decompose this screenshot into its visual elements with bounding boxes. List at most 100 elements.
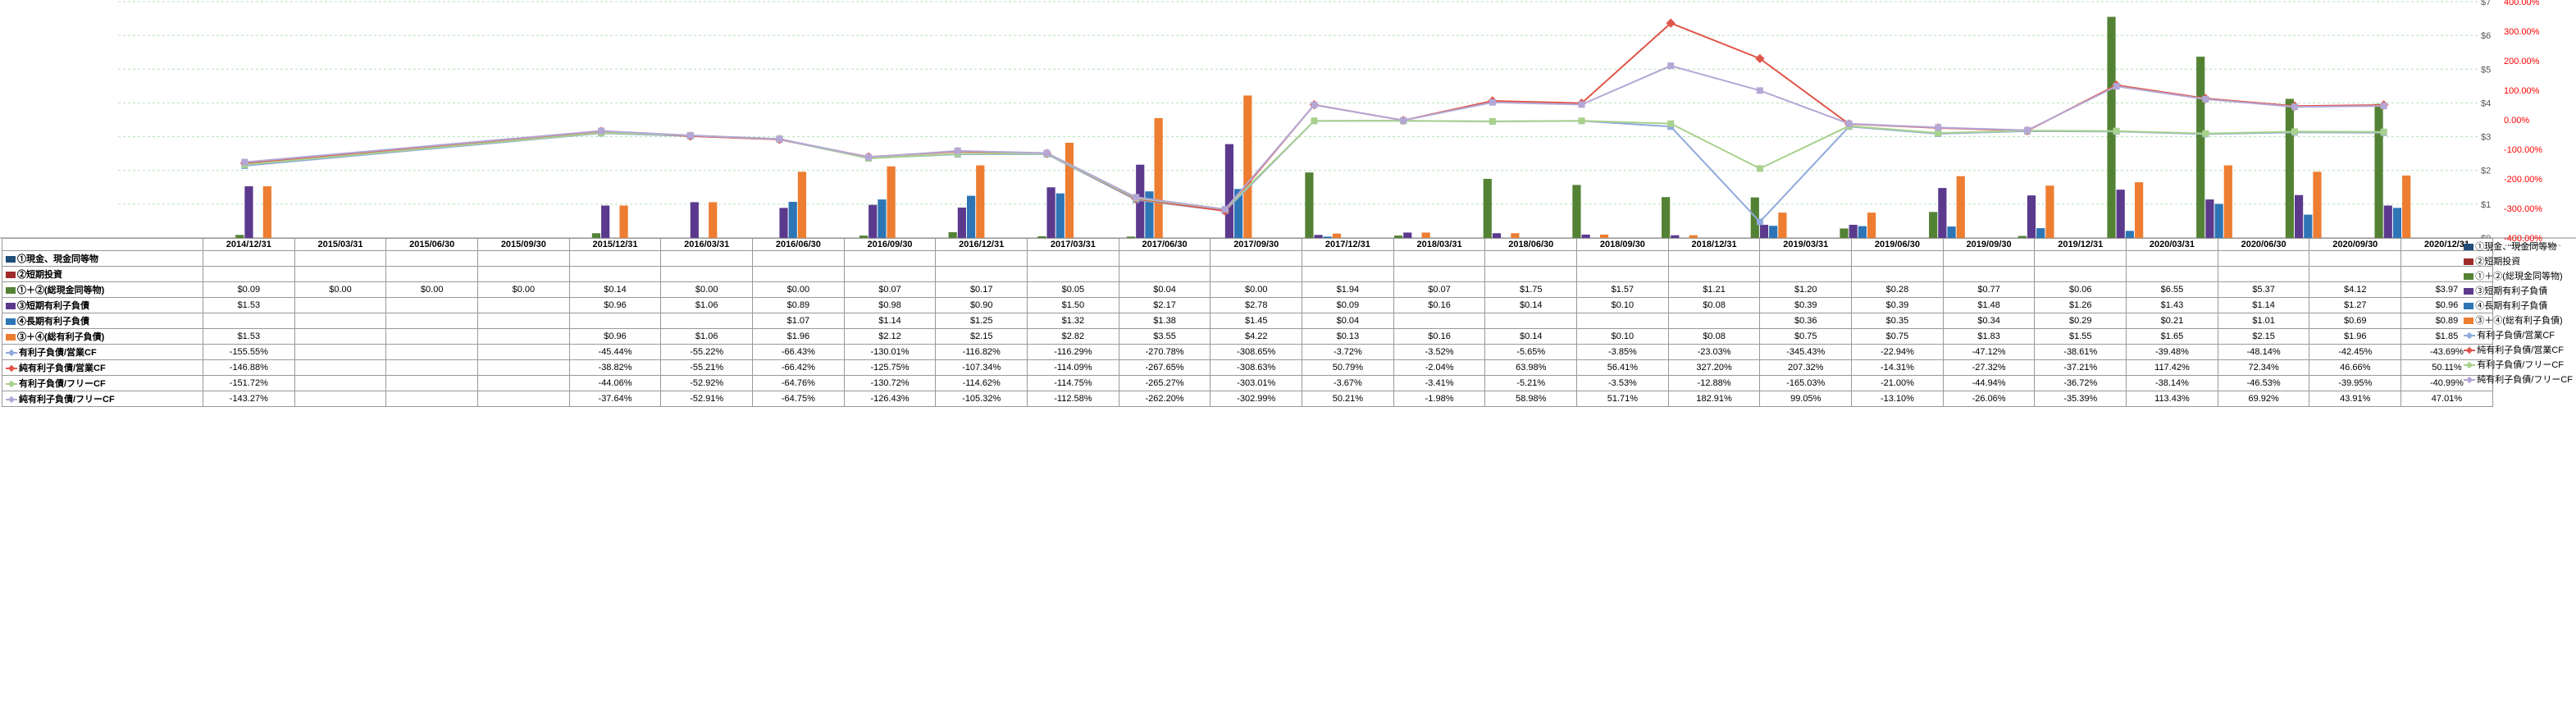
data-cell: $2.17 (1119, 298, 1210, 313)
period-header: 2015/03/31 (294, 239, 386, 251)
data-cell: $1.27 (2309, 298, 2401, 313)
data-cell: -21.00% (1852, 376, 1944, 391)
data-cell: -107.34% (936, 360, 1028, 376)
data-cell: $5.37 (2218, 282, 2309, 298)
data-cell: $0.04 (1119, 282, 1210, 298)
data-cell (386, 298, 478, 313)
data-cell: $0.10 (1577, 298, 1669, 313)
data-cell (1393, 251, 1485, 267)
data-cell: $1.96 (2309, 329, 2401, 345)
data-cell: -52.91% (661, 391, 753, 407)
data-cell: 117.42% (2127, 360, 2218, 376)
data-cell: -35.39% (2035, 391, 2127, 407)
svg-text:-100.00%: -100.00% (2504, 145, 2542, 155)
period-header: 2017/03/31 (1028, 239, 1119, 251)
legend-item: ③短期有利子負債 (2464, 284, 2573, 297)
data-cell: -12.88% (1668, 376, 1760, 391)
data-cell: $1.06 (661, 329, 753, 345)
data-cell: $0.39 (1852, 298, 1944, 313)
data-cell: $2.12 (844, 329, 936, 345)
data-cell: -36.72% (2035, 376, 2127, 391)
svg-text:-200.00%: -200.00% (2504, 175, 2542, 185)
series-label: ①＋②(総現金同等物) (2, 282, 203, 298)
period-header: 2019/03/31 (1760, 239, 1852, 251)
data-cell: -126.43% (844, 391, 936, 407)
data-cell: -1.98% (1393, 391, 1485, 407)
data-cell: 43.91% (2309, 391, 2401, 407)
data-cell: -5.65% (1485, 345, 1577, 360)
data-cell: -3.41% (1393, 376, 1485, 391)
period-header: 2020/06/30 (2218, 239, 2309, 251)
data-cell (1485, 251, 1577, 267)
data-cell: $1.07 (753, 313, 845, 329)
data-cell: -114.75% (1028, 376, 1119, 391)
data-cell: $2.15 (936, 329, 1028, 345)
data-cell (1943, 251, 2035, 267)
data-cell: -2.04% (1393, 360, 1485, 376)
data-cell (936, 251, 1028, 267)
period-header: 2016/12/31 (936, 239, 1028, 251)
data-cell: $0.00 (1210, 282, 1302, 298)
data-cell (753, 267, 845, 282)
svg-text:300.00%: 300.00% (2504, 27, 2540, 37)
data-cell: $0.21 (2127, 313, 2218, 329)
data-cell: $4.12 (2309, 282, 2401, 298)
data-cell (386, 251, 478, 267)
legend-item: 有利子負債/フリーCF (2464, 358, 2573, 371)
data-cell: -130.01% (844, 345, 936, 360)
data-cell: -38.14% (2127, 376, 2218, 391)
period-header: 2015/09/30 (478, 239, 570, 251)
period-header: 2018/06/30 (1485, 239, 1577, 251)
data-cell: -3.72% (1302, 345, 1394, 360)
data-cell: $0.00 (661, 282, 753, 298)
data-cell: -66.42% (753, 360, 845, 376)
data-cell: $0.06 (2035, 282, 2127, 298)
data-cell (386, 267, 478, 282)
data-cell: -47.12% (1943, 345, 2035, 360)
data-cell: $1.57 (1577, 282, 1669, 298)
data-cell: -143.27% (203, 391, 295, 407)
data-cell: $1.53 (203, 298, 295, 313)
data-cell (1577, 313, 1669, 329)
data-cell (1943, 267, 2035, 282)
data-cell (569, 251, 661, 267)
data-cell: $2.15 (2218, 329, 2309, 345)
data-cell (569, 267, 661, 282)
data-cell: $0.17 (936, 282, 1028, 298)
period-header: 2016/03/31 (661, 239, 753, 251)
data-cell (478, 376, 570, 391)
period-header: 2020/03/31 (2127, 239, 2218, 251)
data-cell (2309, 267, 2401, 282)
data-cell (1393, 267, 1485, 282)
data-cell (294, 345, 386, 360)
legend-item: ③＋④(総有利子負債) (2464, 313, 2573, 327)
data-cell: -5.21% (1485, 376, 1577, 391)
data-cell (478, 251, 570, 267)
data-cell: -39.95% (2309, 376, 2401, 391)
data-cell (1210, 251, 1302, 267)
data-cell (1119, 267, 1210, 282)
period-header: 2015/12/31 (569, 239, 661, 251)
data-cell: $0.00 (478, 282, 570, 298)
data-cell (1577, 251, 1669, 267)
series-label: 純有利子負債/営業CF (2, 360, 203, 376)
period-header: 2019/12/31 (2035, 239, 2127, 251)
data-cell: $0.08 (1668, 298, 1760, 313)
data-cell: -48.14% (2218, 345, 2309, 360)
data-cell: $1.53 (203, 329, 295, 345)
data-cell: -23.03% (1668, 345, 1760, 360)
period-header: 2017/09/30 (1210, 239, 1302, 251)
series-label: ③短期有利子負債 (2, 298, 203, 313)
data-cell: $0.14 (1485, 329, 1577, 345)
data-cell: -112.58% (1028, 391, 1119, 407)
data-cell (478, 267, 570, 282)
period-header: 2016/06/30 (753, 239, 845, 251)
svg-text:-300.00%: -300.00% (2504, 204, 2542, 214)
data-cell: -165.03% (1760, 376, 1852, 391)
data-cell (294, 391, 386, 407)
data-cell: $1.21 (1668, 282, 1760, 298)
data-cell (2218, 267, 2309, 282)
period-header: 2016/09/30 (844, 239, 936, 251)
data-cell: $1.48 (1943, 298, 2035, 313)
data-cell: -27.32% (1943, 360, 2035, 376)
